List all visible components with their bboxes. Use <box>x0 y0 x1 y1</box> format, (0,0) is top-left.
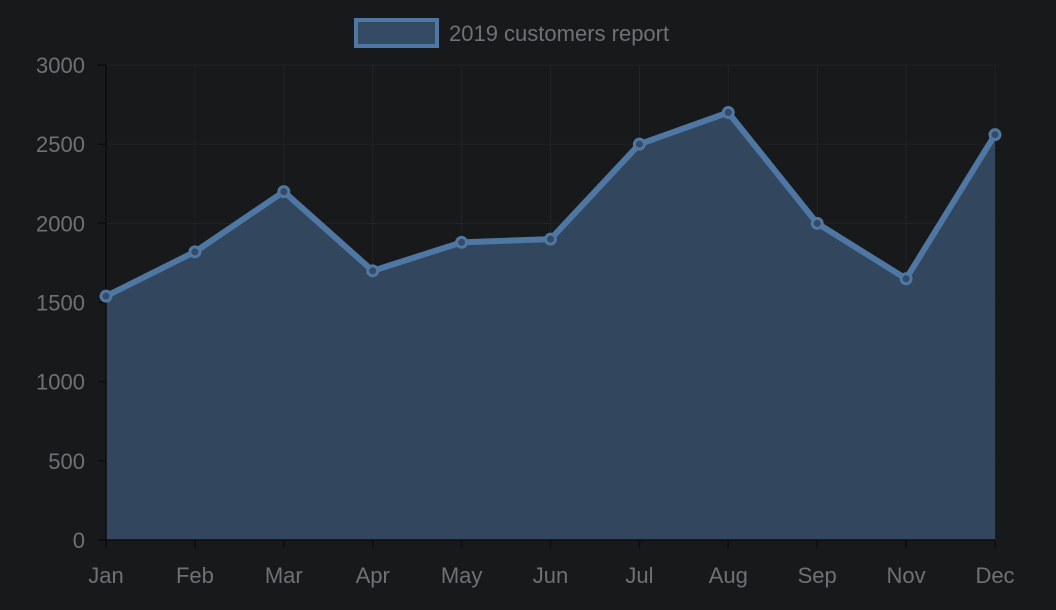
y-tick-label: 2000 <box>36 211 85 236</box>
axes <box>100 65 995 546</box>
data-point[interactable] <box>188 245 202 259</box>
x-tick-label: Mar <box>265 563 303 588</box>
data-point[interactable] <box>544 232 557 246</box>
data-point[interactable] <box>366 264 380 278</box>
data-point[interactable] <box>455 235 469 249</box>
series-area-fill <box>106 112 995 540</box>
x-tick-label: Jan <box>88 563 123 588</box>
data-point[interactable] <box>810 216 824 230</box>
y-tick-label: 0 <box>73 528 85 553</box>
x-tick-label: Sep <box>798 563 837 588</box>
data-point[interactable] <box>899 272 913 286</box>
y-tick-label: 1000 <box>36 370 85 395</box>
data-point[interactable] <box>988 128 1002 142</box>
data-point[interactable] <box>99 289 113 303</box>
x-tick-label: Aug <box>709 563 748 588</box>
legend-swatch[interactable] <box>354 18 439 48</box>
data-point[interactable] <box>632 137 646 151</box>
x-tick-label: Dec <box>975 563 1014 588</box>
y-tick-label: 1500 <box>36 291 85 316</box>
x-tick-label: Nov <box>887 563 926 588</box>
x-axis-ticks: Jan Feb Mar Apr May Jun Jul Aug Sep Nov Dec <box>88 540 1015 588</box>
x-tick-label: Jun <box>533 563 568 588</box>
legend-label[interactable]: 2019 customers report <box>449 21 669 46</box>
data-point[interactable] <box>277 185 291 199</box>
x-tick-label: Apr <box>356 563 390 588</box>
y-axis-ticks: 0 500 1000 1500 2000 2500 3000 <box>36 53 106 553</box>
x-tick-label: May <box>441 563 483 588</box>
y-tick-label: 500 <box>48 449 85 474</box>
x-tick-label: Jul <box>625 563 653 588</box>
y-tick-label: 3000 <box>36 53 85 78</box>
legend[interactable]: 2019 customers report <box>354 18 669 48</box>
data-points <box>99 106 1002 303</box>
data-point[interactable] <box>721 106 735 119</box>
y-tick-label: 2500 <box>36 132 85 157</box>
x-tick-label: Feb <box>176 563 214 588</box>
